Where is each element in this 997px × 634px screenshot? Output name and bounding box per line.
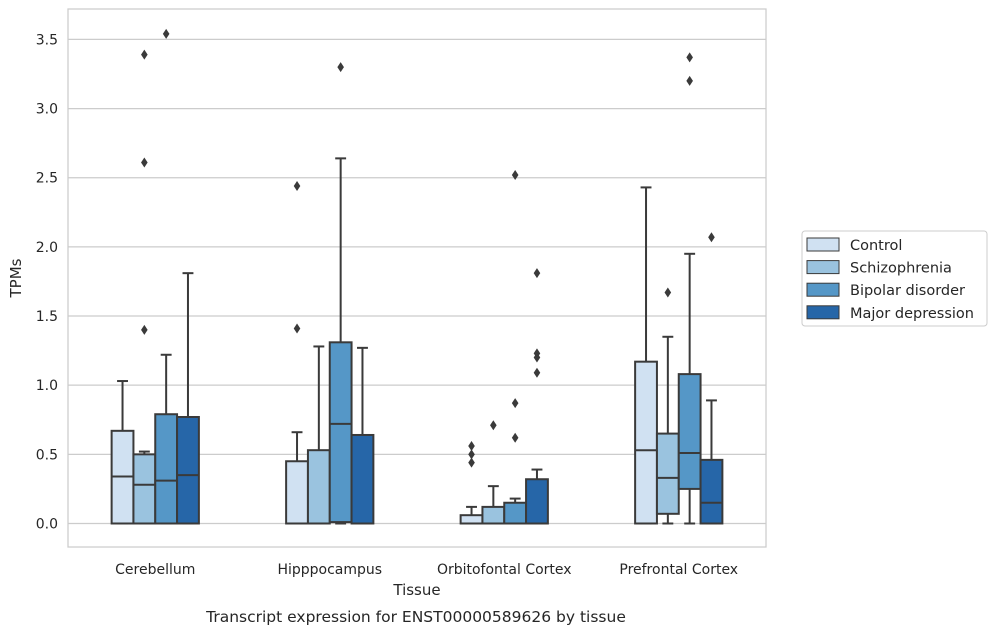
outlier-point <box>708 232 715 243</box>
outlier-point <box>511 432 519 443</box>
y-tick-label: 3.5 <box>36 32 58 48</box>
plot-frame <box>67 8 767 548</box>
box <box>699 232 724 525</box>
x-tick-label: Prefrontal Cortex <box>619 562 738 578</box>
outlier-point <box>664 287 672 298</box>
box-iqr <box>634 360 658 525</box>
box <box>677 52 702 525</box>
outlier-point <box>533 367 541 378</box>
box-iqr <box>285 460 309 525</box>
outlier-point <box>337 62 344 73</box>
box-iqr <box>154 413 179 525</box>
series-major-depression <box>176 232 724 525</box>
box-iqr <box>481 505 506 525</box>
outlier-point <box>293 323 301 334</box>
outlier-point <box>511 398 519 409</box>
legend-label: Schizophrenia <box>850 261 952 277</box>
outlier-point <box>141 157 148 168</box>
y-tick-label: 1.0 <box>36 378 58 394</box>
box <box>176 272 200 525</box>
box <box>655 287 680 525</box>
y-tick-label: 2.5 <box>36 171 58 187</box>
box <box>525 268 549 525</box>
box-iqr <box>699 458 724 525</box>
box-iqr <box>350 433 375 525</box>
y-tick-label: 2.0 <box>36 240 58 256</box>
box-iqr <box>132 453 157 525</box>
box-iqr <box>328 341 353 524</box>
box-iqr <box>176 415 200 525</box>
y-tick-label: 0.5 <box>36 447 58 463</box>
x-axis-ticks: Cerebellum Hipppocampus Orbitofontal Corte… <box>115 562 738 578</box>
x-tick-label: Hipppocampus <box>277 562 382 578</box>
y-tick-label: 0.0 <box>36 516 58 532</box>
box-iqr <box>655 432 680 515</box>
outlier-point <box>468 449 475 460</box>
outlier-point <box>533 352 541 363</box>
outlier-point <box>686 75 693 86</box>
box-iqr <box>677 373 702 490</box>
legend-swatch <box>806 237 840 252</box>
legend-frame <box>801 230 988 327</box>
x-tick-label: Orbitofontal Cortex <box>437 562 572 578</box>
box-series <box>110 28 724 525</box>
box <box>306 345 331 525</box>
outlier-point <box>533 268 541 279</box>
legend-swatch <box>806 260 840 275</box>
outlier-point <box>293 181 301 192</box>
y-axis-ticks: 0.0 0.5 1.0 1.5 2.0 2.5 3.0 3.5 <box>36 32 58 532</box>
box <box>350 346 375 525</box>
y-tick-label: 1.5 <box>36 309 58 325</box>
legend-swatch <box>806 305 840 320</box>
legend-label: Major depression <box>850 306 974 322</box>
box <box>132 49 157 525</box>
outlier-point <box>511 169 519 180</box>
outlier-point <box>686 52 693 63</box>
y-tick-label: 3.0 <box>36 102 58 118</box>
series-bipolar-disorder <box>154 28 702 525</box>
box-iqr <box>525 478 549 525</box>
series-control <box>110 181 658 525</box>
y-axis-label: TPMs <box>7 258 25 298</box>
chart-caption: Transcript expression for ENST0000058962… <box>205 608 626 626</box>
legend-label: Control <box>850 238 902 254</box>
legend-swatch <box>806 282 840 297</box>
legend-label: Bipolar disorder <box>850 283 965 299</box>
box-iqr <box>503 501 528 525</box>
box <box>459 441 484 525</box>
legend: Control Schizophrenia Bipolar disorder Majo… <box>801 230 988 327</box>
x-tick-label: Cerebellum <box>115 562 195 578</box>
outlier-point <box>141 324 148 335</box>
box-iqr <box>459 514 484 525</box>
outlier-point <box>141 49 148 60</box>
box-iqr <box>306 449 331 525</box>
x-axis-label: Tissue <box>392 581 440 599</box>
outlier-point <box>490 420 497 431</box>
box <box>328 62 353 525</box>
outlier-point <box>162 28 170 39</box>
outlier-point <box>468 441 475 452</box>
outlier-point <box>468 457 475 468</box>
